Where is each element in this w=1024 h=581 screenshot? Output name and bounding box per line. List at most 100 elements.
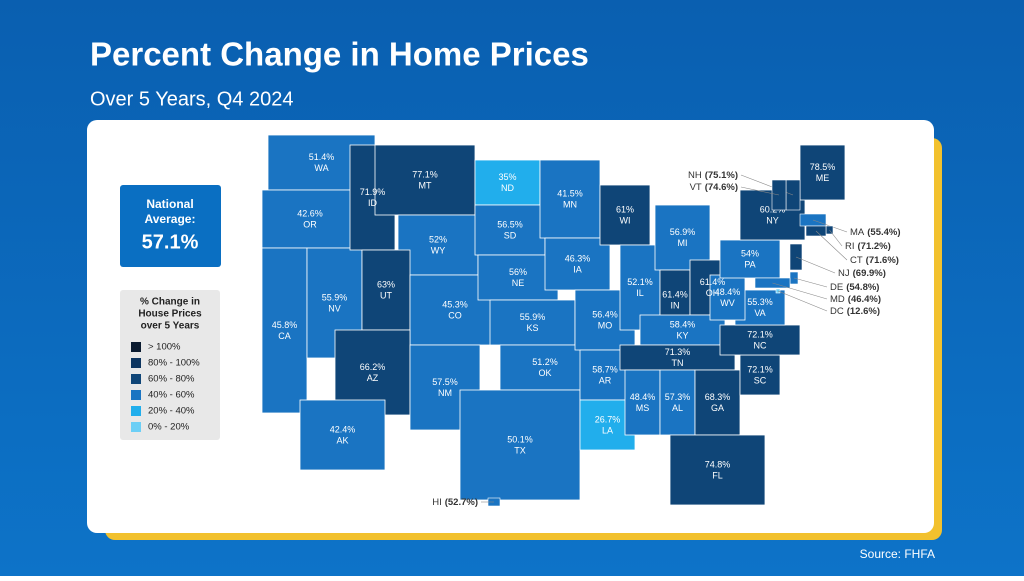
leader-line: [777, 290, 828, 312]
state-value: 56.4%: [592, 309, 618, 319]
state-abbr: OK: [538, 368, 551, 378]
callout-value: (71.6%): [866, 255, 899, 266]
state: [619, 344, 736, 371]
state-value: 56.5%: [497, 219, 523, 229]
state-value: 57.3%: [665, 392, 691, 402]
state-abbr: TN: [672, 358, 684, 368]
legend-swatch: [131, 406, 141, 416]
state-value: 48.4%: [630, 392, 656, 402]
state-abbr: PA: [744, 259, 755, 269]
state-value: 48.4%: [715, 287, 741, 297]
state: [499, 344, 591, 391]
state-abbr: MN: [563, 199, 577, 209]
state-value: 52.1%: [627, 277, 653, 287]
state-value: 50.1%: [507, 434, 533, 444]
callout: HI (52.7%): [432, 497, 478, 508]
state-value: 35%: [498, 172, 516, 182]
state-abbr: NM: [438, 388, 452, 398]
legend-label: > 100%: [148, 342, 181, 353]
legend-title: over 5 Years: [141, 321, 200, 332]
legend-title: % Change in: [140, 297, 200, 308]
callout: DE (54.8%): [830, 282, 879, 293]
state-value: 45.3%: [442, 299, 468, 309]
callout-value: (12.6%): [847, 306, 880, 317]
state-abbr: MS: [636, 403, 650, 413]
state: [669, 434, 766, 506]
state-value: 41.5%: [557, 188, 583, 198]
state-value: 42.6%: [297, 208, 323, 218]
state: [659, 369, 696, 436]
state: [299, 399, 386, 471]
state-abbr: WI: [620, 215, 631, 225]
callout: MA (55.4%): [850, 227, 901, 238]
state-abbr: WV: [720, 298, 735, 308]
callout-abbr: CT: [850, 255, 863, 266]
legend-title: House Prices: [138, 309, 202, 320]
state-value: 55.9%: [322, 292, 348, 302]
callout: DC (12.6%): [830, 306, 880, 317]
state: [654, 204, 711, 271]
legend-box: [120, 290, 220, 440]
state-abbr: UT: [380, 290, 392, 300]
state-abbr: FL: [712, 470, 723, 480]
state: [719, 239, 781, 279]
state-value: 54%: [741, 248, 759, 258]
callout-value: (74.6%): [705, 182, 738, 193]
state-abbr: AR: [599, 375, 612, 385]
state-abbr: GA: [711, 403, 724, 413]
legend-swatch: [131, 342, 141, 352]
legend-label: 20% - 40%: [148, 406, 195, 417]
state-value: 58.7%: [592, 364, 618, 374]
callout: MD (46.4%): [830, 294, 881, 305]
callout-abbr: DE: [830, 282, 843, 293]
callout-abbr: NH: [688, 170, 702, 181]
state-abbr: NC: [754, 340, 767, 350]
subtitle: Over 5 Years, Q4 2024: [90, 88, 293, 110]
state-abbr: MT: [419, 180, 432, 190]
callout-abbr: HI: [432, 497, 442, 508]
leader-line: [772, 282, 828, 300]
state-value: 66.2%: [360, 362, 386, 372]
state-value: 72.1%: [747, 364, 773, 374]
leader-line: [740, 186, 780, 196]
state-value: 71.3%: [665, 347, 691, 357]
state: [374, 144, 476, 216]
state-abbr: OR: [303, 219, 317, 229]
state-abbr: SC: [754, 375, 767, 385]
legend-swatch: [131, 374, 141, 384]
state: [397, 214, 479, 276]
state-value: 46.3%: [565, 253, 591, 263]
legend-swatch: [131, 422, 141, 432]
state-abbr: NY: [766, 215, 779, 225]
national-label: National: [146, 197, 193, 211]
state: [599, 184, 651, 246]
state-value: 74.8%: [705, 459, 731, 469]
callout-value: (75.1%): [705, 170, 738, 181]
state-value: 55.3%: [747, 297, 773, 307]
state-value: 68.3%: [705, 392, 731, 402]
state: [709, 274, 746, 321]
state-abbr: IN: [671, 300, 680, 310]
state-value: 57.5%: [432, 377, 458, 387]
state-abbr: SD: [504, 230, 517, 240]
leader-line: [795, 256, 836, 274]
state-value: 56.9%: [670, 227, 696, 237]
callout: NH (75.1%): [688, 170, 738, 181]
legend-swatch: [131, 358, 141, 368]
callout-value: (69.9%): [853, 268, 886, 279]
national-label: Average:: [145, 212, 196, 226]
state-value: 51.2%: [532, 357, 558, 367]
state-value: 56%: [509, 267, 527, 277]
callout-value: (54.8%): [846, 282, 879, 293]
state-value: 61.4%: [700, 277, 726, 287]
state-abbr: NE: [512, 278, 525, 288]
state-abbr: KY: [676, 330, 688, 340]
state-abbr: IL: [636, 288, 644, 298]
state: [694, 369, 741, 436]
callout-abbr: NJ: [838, 268, 850, 279]
state: [474, 204, 546, 256]
state-value: 55.9%: [520, 312, 546, 322]
state-abbr: LA: [602, 425, 613, 435]
state-value: 52%: [429, 234, 447, 244]
state-value: 77.1%: [412, 169, 438, 179]
